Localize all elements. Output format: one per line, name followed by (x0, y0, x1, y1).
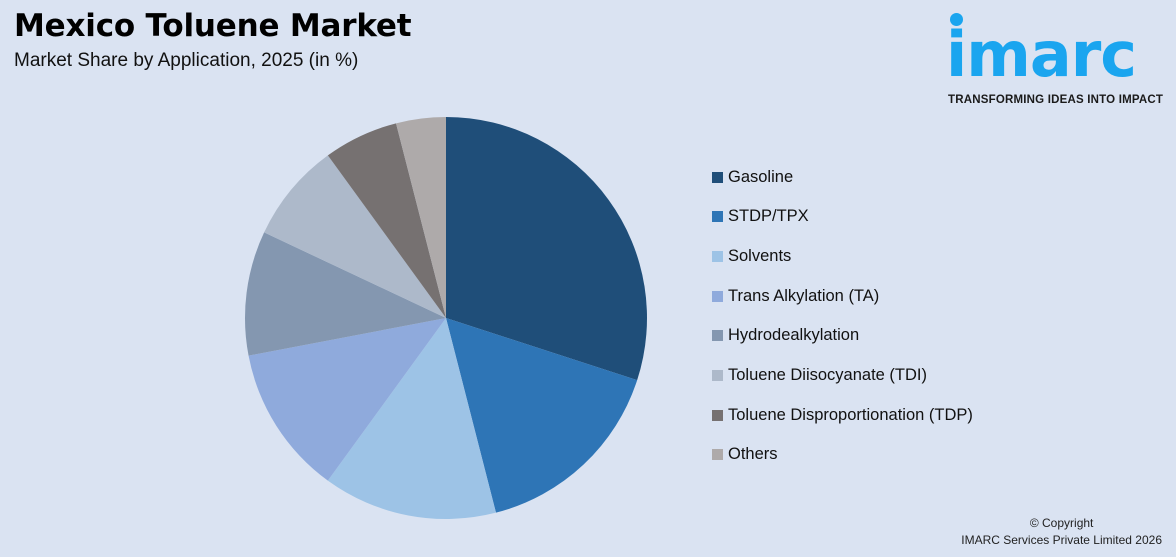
legend-swatch-icon (712, 250, 723, 262)
logo-dot-icon (950, 13, 963, 26)
pie-slice-trans-alkylation-ta (248, 318, 446, 481)
logo-wordmark: imarc (946, 18, 1137, 91)
legend-label: Toluene Disproportionation (TDP) (728, 405, 973, 424)
legend-swatch-icon (712, 369, 723, 381)
legend-label: STDP/TPX (728, 207, 809, 226)
imarc-logo: imarc TRANSFORMING IDEAS INTO IMPACT (944, 10, 1174, 110)
legend-label: Hydrodealkylation (728, 326, 860, 345)
legend-swatch-icon (712, 330, 723, 342)
legend-item: Solvents (712, 246, 973, 266)
chart-legend: Gasoline STDP/TPX Solvents Trans Alkylation… (712, 167, 973, 485)
legend-label: Toluene Diisocyanate (TDI) (728, 365, 927, 384)
pie-slice-hydrodealkylation (245, 232, 446, 356)
logo-tagline: TRANSFORMING IDEAS INTO IMPACT (948, 94, 1164, 106)
legend-swatch-icon (712, 211, 723, 223)
copyright-notice: © Copyright IMARC Services Private Limit… (961, 515, 1162, 549)
legend-label: Others (728, 445, 778, 464)
legend-item: Toluene Diisocyanate (TDI) (712, 365, 973, 385)
pie-slice-toluene-diisocyanate-tdi (264, 155, 446, 318)
chart-title: Mexico Toluene Market (14, 8, 412, 44)
pie-chart (245, 117, 647, 519)
legend-item: Hydrodealkylation (712, 326, 973, 346)
pie-slice-gasoline (446, 117, 647, 381)
legend-swatch-icon (712, 409, 723, 421)
legend-item: Toluene Disproportionation (TDP) (712, 405, 973, 425)
legend-label: Solvents (728, 246, 792, 265)
legend-swatch-icon (712, 290, 723, 302)
pie-slice-stdp-tpx (446, 318, 638, 513)
legend-swatch-icon (712, 449, 723, 461)
pie-slice-solvents (327, 318, 496, 519)
legend-label: Trans Alkylation (TA) (728, 286, 880, 305)
legend-label: Gasoline (728, 167, 794, 186)
company-line: IMARC Services Private Limited 2026 (961, 533, 1162, 547)
legend-item: Gasoline (712, 167, 973, 187)
pie-slice-toluene-disproportionation-tdp (327, 123, 446, 318)
legend-item: STDP/TPX (712, 207, 973, 227)
chart-subtitle: Market Share by Application, 2025 (in %) (14, 50, 359, 71)
pie-slice-others (396, 117, 446, 318)
legend-item: Trans Alkylation (TA) (712, 286, 973, 306)
copyright-line: © Copyright (1029, 516, 1094, 530)
legend-swatch-icon (712, 171, 723, 183)
legend-item: Others (712, 445, 973, 465)
